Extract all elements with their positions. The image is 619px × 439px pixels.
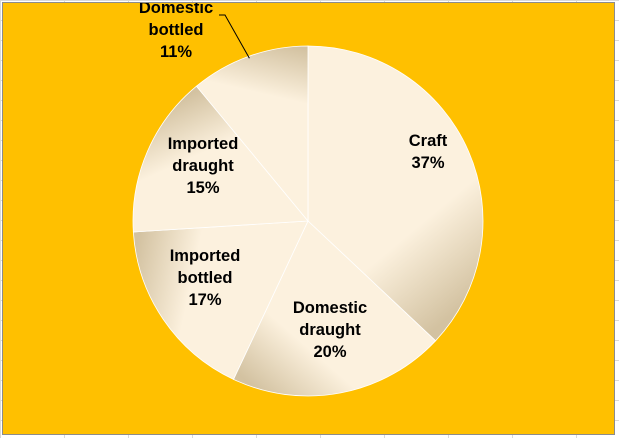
pie-slice-imported-bottled[interactable] xyxy=(132,220,309,380)
pie-slices xyxy=(132,45,484,397)
pie-chart[interactable]: Craft 37% Domestic draught 20% Imported bottle… xyxy=(3,0,614,434)
data-label-domestic-draught: Domestic draught 20% xyxy=(293,299,367,361)
pie-slice-imported-draught[interactable] xyxy=(132,85,309,233)
pie-slice-domestic-draught[interactable] xyxy=(232,220,437,397)
leader-line-domestic-bottled xyxy=(219,14,250,59)
data-label-imported-draught: Imported draught 15% xyxy=(168,135,239,197)
data-label-domestic-bottled: Domestic bottled 11% xyxy=(139,3,213,61)
pie-slice-craft[interactable] xyxy=(307,45,484,342)
data-label-imported-bottled: Imported bottled 17% xyxy=(170,247,241,309)
data-labels: Craft 37% Domestic draught 20% Imported bottle… xyxy=(139,0,448,361)
leader-lines xyxy=(219,14,250,59)
data-label-craft: Craft 37% xyxy=(409,132,448,172)
